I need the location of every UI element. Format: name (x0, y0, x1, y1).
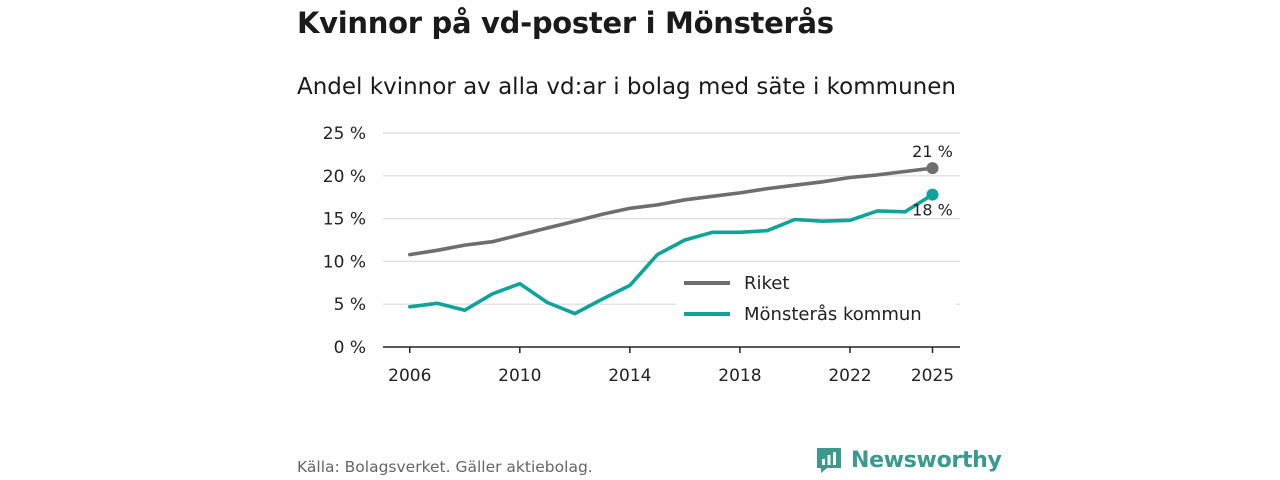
legend-label: Riket (744, 273, 789, 294)
x-tick-label: 2006 (388, 366, 431, 386)
x-tick-label: 2010 (498, 366, 541, 386)
series-end-point (926, 188, 939, 201)
source-note: Källa: Bolagsverket. Gäller aktiebolag. (297, 458, 593, 476)
chart-subtitle: Andel kvinnor av alla vd:ar i bolag med … (297, 74, 956, 100)
brand-logo: Newsworthy (815, 446, 1002, 474)
y-tick-label: 15 % (323, 210, 366, 230)
end-value-label: 18 % (912, 201, 953, 220)
end-value-label: 21 % (912, 142, 953, 161)
series-line-kommun (407, 192, 935, 316)
series-end-point (926, 162, 939, 175)
chart-title: Kvinnor på vd-poster i Mönsterås (297, 6, 834, 40)
legend: Riket Mönsterås kommun (676, 267, 956, 328)
x-tick-label: 2022 (828, 366, 871, 386)
y-tick-label: 5 % (334, 295, 366, 315)
x-tick-label: 2018 (718, 366, 761, 386)
y-tick-label: 10 % (323, 252, 366, 272)
newsworthy-logo-icon (817, 448, 841, 473)
brand-name: Newsworthy (851, 447, 1002, 473)
y-tick-label: 20 % (323, 167, 366, 187)
legend-label: Mönsterås kommun (744, 304, 922, 325)
y-axis-tick-labels: 0 % 5 % 10 % 15 % 20 % 25 % (323, 124, 366, 358)
series-lines (407, 162, 939, 316)
x-tick-label: 2025 (911, 366, 954, 386)
x-tick-label: 2014 (608, 366, 651, 386)
x-axis: 2006 2010 2014 2018 2022 2025 (383, 346, 960, 386)
series-line-riket (407, 166, 935, 257)
y-tick-label: 0 % (334, 338, 366, 358)
y-tick-label: 25 % (323, 124, 366, 144)
end-value-labels: 21 % 18 % (912, 142, 953, 220)
